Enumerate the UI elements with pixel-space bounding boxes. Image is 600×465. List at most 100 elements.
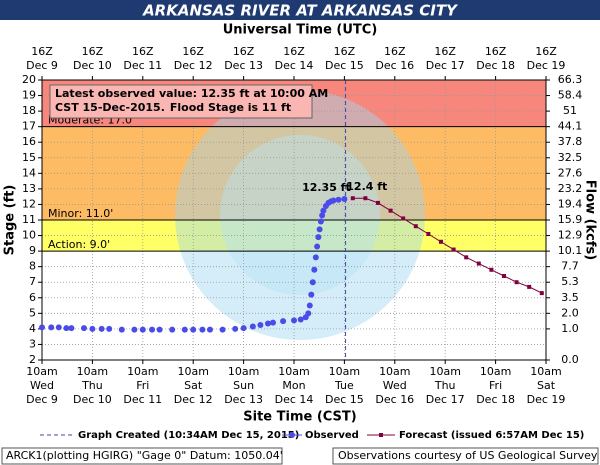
plot-frame [41, 79, 547, 361]
observed-point [98, 325, 105, 332]
observed-point [291, 317, 297, 324]
footer-box [332, 447, 599, 465]
x2-tick-label: Dec 10 [73, 59, 112, 72]
observed-point [63, 325, 70, 332]
x-tick-label: Dec 17 [426, 393, 465, 406]
x2-tick-label: 16Z [535, 45, 557, 58]
x-tick-label: Dec 12 [174, 393, 213, 406]
forecast-point [539, 291, 544, 296]
peak-label: 12.4 ft [346, 180, 387, 193]
x-tick-label: Tue [334, 379, 354, 392]
x-tick-label: Mon [282, 379, 305, 392]
x-tick-label: 10am [127, 365, 158, 378]
y-tick-label: 17 [22, 120, 36, 133]
x-tick-label: 10am [329, 365, 360, 378]
y-tick-label: 14 [22, 166, 36, 179]
x-tick-label: 10am [530, 365, 561, 378]
watermark [220, 135, 380, 295]
x-tick-label: 10am [278, 365, 309, 378]
forecast-line [352, 197, 543, 294]
x2-tick-label: 16Z [132, 45, 154, 58]
x-tick-label: 10am [228, 365, 259, 378]
observed-point [149, 326, 156, 333]
observed-point [249, 323, 256, 330]
y-tick-label: 10 [22, 229, 36, 242]
observed-point [48, 324, 55, 331]
flood-level-label: Action: 9.0' [48, 238, 110, 251]
x-tick-label: Thu [434, 379, 456, 392]
x2-tick-label: 16Z [384, 45, 406, 58]
x-tick-label: Fri [489, 379, 502, 392]
x2-tick-label: 16Z [182, 45, 204, 58]
x-tick-label: Dec 15 [325, 393, 364, 406]
footer-right: Observations courtesy of US Geological S… [338, 449, 598, 462]
forecast-point [438, 239, 443, 244]
y-tick-label: 20 [22, 73, 36, 86]
y2-tick-label: 5.3 [561, 275, 579, 288]
observed-point [257, 322, 264, 328]
x-tick-label: 10am [379, 365, 410, 378]
y2-tick-label: 37.8 [558, 135, 583, 148]
x2-tick-label: 16Z [31, 45, 53, 58]
y2-tick-label: 19.4 [558, 197, 583, 210]
forecast-point [451, 247, 456, 252]
forecast-point [476, 261, 481, 266]
y-tick-label: 18 [22, 104, 36, 117]
observed-point [280, 318, 287, 325]
y2-tick-label: 58.4 [558, 89, 583, 102]
footer-box [1, 447, 283, 465]
x-tick-label: 10am [429, 365, 460, 378]
x-tick-label: Dec 16 [375, 393, 414, 406]
observed-point [169, 326, 176, 333]
x-tick-label: Dec 14 [275, 393, 314, 406]
forecast-point [464, 255, 469, 260]
observed-point [306, 302, 313, 309]
x2-tick-label: Dec 12 [174, 59, 213, 72]
y-tick-label: 2 [29, 353, 36, 366]
x2-axis-title: Universal Time (UTC) [223, 23, 378, 38]
y2-tick-label: 51 [563, 104, 577, 117]
observed-point [317, 218, 324, 225]
chart-title: ARKANSAS RIVER AT ARKANSAS CITY [142, 2, 459, 20]
observed-point [181, 326, 188, 333]
y2-tick-label: 0.0 [561, 353, 579, 366]
observed-point [309, 279, 316, 286]
y-tick-label: 4 [29, 322, 36, 335]
watermark [175, 90, 425, 340]
y2-tick-label: 12.9 [558, 229, 583, 242]
x2-tick-label: Dec 17 [426, 59, 465, 72]
x-tick-label: Dec 19 [527, 393, 566, 406]
legend-swatch [289, 432, 295, 438]
y-tick-label: 12 [22, 197, 36, 210]
observed-point [89, 325, 96, 332]
info-line: Latest observed value: 12.35 ft at 10:00… [55, 87, 328, 100]
x-tick-label: Dec 18 [476, 393, 515, 406]
observed-point [269, 319, 276, 326]
observed-point [311, 266, 318, 273]
forecast-point [501, 274, 506, 278]
x2-tick-label: Dec 16 [375, 59, 414, 72]
x2-tick-label: Dec 19 [527, 59, 566, 72]
x-tick-label: Sat [537, 379, 556, 392]
x-tick-label: Wed [30, 379, 54, 392]
observed-point [80, 325, 87, 332]
x2-tick-label: 16Z [283, 45, 305, 58]
observed-point [199, 326, 206, 333]
forecast-point [514, 280, 519, 285]
y-axis-title: Stage (ft) [3, 185, 18, 256]
observed-point [264, 320, 271, 327]
y-tick-label: 16 [22, 135, 36, 148]
x2-tick-label: Dec 15 [325, 59, 364, 72]
x-tick-label: 10am [177, 365, 208, 378]
info-line: CST 15-Dec-2015. [55, 101, 165, 114]
footer-left: ARCK1(plotting HGIRG) "Gage 0" Datum: 10… [6, 449, 283, 462]
flood-level-label: Minor: 11.0' [48, 207, 113, 220]
observed-point [39, 324, 45, 331]
x-tick-label: 10am [26, 365, 57, 378]
title-bar [0, 0, 600, 20]
observed-point [330, 197, 337, 204]
x-tick-label: Sun [233, 379, 254, 392]
x2-tick-label: 16Z [82, 45, 104, 58]
legend-swatch [379, 433, 383, 437]
